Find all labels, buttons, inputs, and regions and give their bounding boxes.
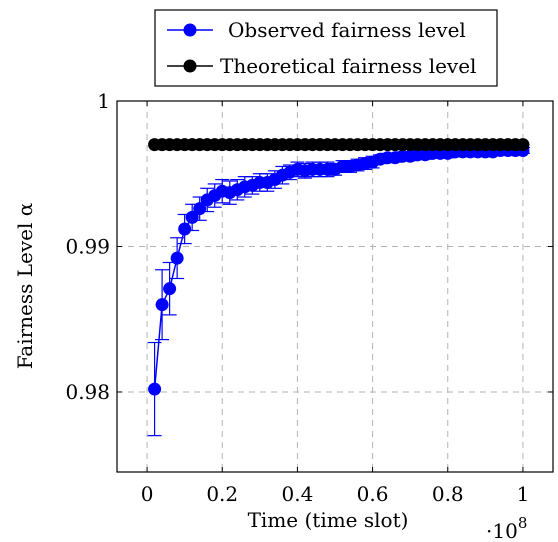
legend: Observed fairness level Theoretical fair… bbox=[154, 9, 498, 87]
legend-label-theoretical: Theoretical fairness level bbox=[220, 54, 476, 78]
legend-swatch-theoretical-marker bbox=[183, 59, 197, 73]
x-tick-label: 0.6 bbox=[357, 482, 389, 506]
x-tick-label: 0.2 bbox=[206, 482, 238, 506]
legend-box bbox=[154, 9, 498, 87]
x-multiplier: ·108 bbox=[486, 514, 527, 542]
x-tick-label: 0.4 bbox=[282, 482, 314, 506]
data-point bbox=[185, 210, 199, 224]
x-axis-label: Time (time slot) bbox=[248, 508, 409, 532]
y-axis-label: Fairness Level α bbox=[13, 203, 37, 370]
y-tick-label: 1 bbox=[97, 89, 110, 113]
legend-swatch-observed-marker bbox=[183, 23, 197, 37]
series-theoretical bbox=[148, 138, 530, 152]
data-point bbox=[516, 138, 530, 152]
data-point bbox=[193, 202, 207, 216]
data-point bbox=[148, 382, 162, 396]
data-point bbox=[163, 282, 177, 296]
data-point bbox=[170, 251, 184, 265]
data-point bbox=[178, 222, 192, 236]
x-tick-label: 0.8 bbox=[432, 482, 464, 506]
x-tick-label: 1 bbox=[517, 482, 530, 506]
plot-frame bbox=[116, 100, 554, 473]
series-line bbox=[153, 149, 523, 390]
axis-ticks: 0 0.2 0.4 0.6 0.8 1 0.98 0.99 1 bbox=[65, 89, 553, 506]
x-multiplier-exponent: 8 bbox=[518, 514, 528, 532]
legend-label-observed: Observed fairness level bbox=[228, 18, 466, 42]
x-multiplier-base: ·10 bbox=[486, 519, 518, 542]
y-tick-label: 0.99 bbox=[65, 234, 110, 258]
series-layer bbox=[147, 138, 530, 437]
x-tick-label: 0 bbox=[141, 482, 154, 506]
data-point bbox=[155, 298, 169, 312]
y-tick-label: 0.98 bbox=[65, 380, 110, 404]
